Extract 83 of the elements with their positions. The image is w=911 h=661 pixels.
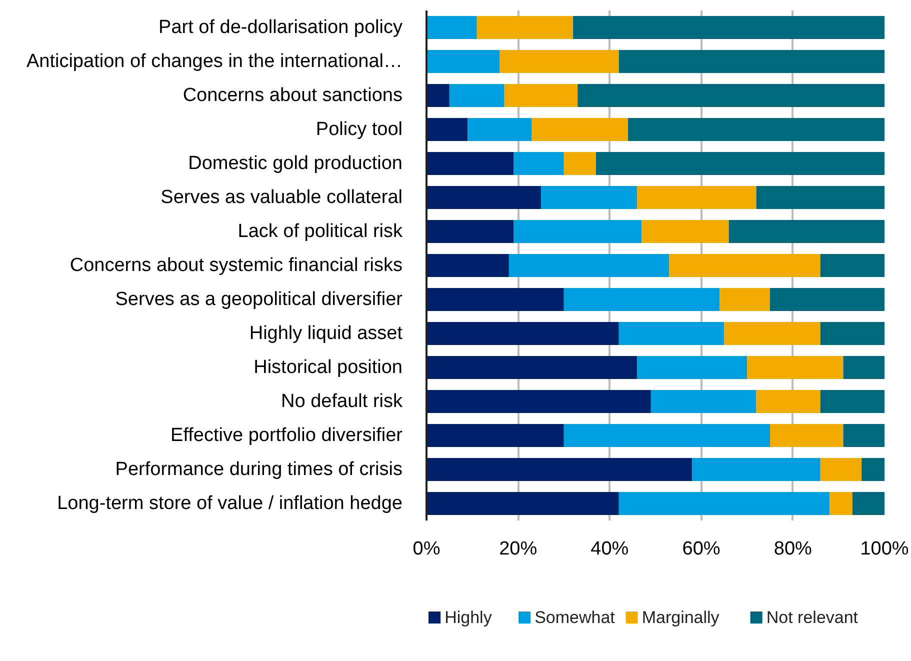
bar <box>426 16 477 40</box>
bar <box>618 492 830 516</box>
y-tick-label: Serves as a geopolitical diversifier <box>115 289 404 310</box>
bar <box>426 492 619 516</box>
y-tick-label: Concerns about sanctions <box>182 85 402 106</box>
x-tick-label: 80% <box>774 538 812 560</box>
bar <box>852 492 884 516</box>
bar <box>426 424 564 448</box>
bar <box>843 424 884 448</box>
x-tick-label: 100% <box>860 538 909 560</box>
y-tick-label: Effective portfolio diversifier <box>170 425 404 446</box>
bar <box>532 118 628 142</box>
bar <box>426 458 692 482</box>
y-tick-label: Lack of political risk <box>238 221 403 242</box>
bar <box>476 16 574 40</box>
bar <box>747 356 844 380</box>
bar <box>426 186 541 210</box>
bar <box>820 322 884 346</box>
bar <box>756 390 820 414</box>
bar <box>642 220 729 244</box>
bar <box>820 458 862 482</box>
y-tick-label: Highly liquid asset <box>249 323 404 344</box>
bar <box>426 322 619 346</box>
bar <box>541 186 638 210</box>
bar <box>426 50 500 74</box>
bar <box>650 390 756 414</box>
bar <box>618 322 724 346</box>
bar <box>756 186 884 210</box>
bar <box>426 152 514 176</box>
bar <box>830 492 852 516</box>
bar <box>770 424 844 448</box>
bar <box>724 322 820 346</box>
x-tick-label: 40% <box>590 538 629 560</box>
bar <box>514 220 642 244</box>
bar <box>692 458 820 482</box>
bar <box>449 84 504 108</box>
bar <box>426 84 450 108</box>
bar <box>564 152 596 176</box>
legend-label: Somewhat <box>534 608 616 627</box>
y-tick-label: Concerns about systemic financial risks <box>70 255 403 276</box>
y-tick-label: Performance during times of crisis <box>115 459 403 480</box>
bar <box>426 356 638 380</box>
bar <box>500 50 619 74</box>
bar <box>637 356 748 380</box>
bar <box>628 118 884 142</box>
bar <box>514 152 564 176</box>
bar <box>564 424 770 448</box>
bar <box>820 390 884 414</box>
y-tick-label: Part of de-dollarisation policy <box>158 17 403 38</box>
bar <box>820 254 884 278</box>
bar <box>508 254 670 278</box>
bar <box>573 16 884 40</box>
bar <box>843 356 884 380</box>
y-tick-label: Historical position <box>254 357 403 378</box>
x-tick-label: 0% <box>412 538 440 560</box>
bar <box>426 288 564 312</box>
bar <box>669 254 820 278</box>
bar <box>426 220 514 244</box>
y-tick-label: Domestic gold production <box>188 153 402 174</box>
bar <box>618 50 884 74</box>
legend-label: Not relevant <box>766 608 858 627</box>
bar <box>596 152 884 176</box>
y-tick-label: Anticipation of changes in the international… <box>26 51 403 72</box>
legend-label: Highly <box>444 608 492 627</box>
y-tick-label: Policy tool <box>316 119 403 140</box>
y-tick-label: No default risk <box>281 391 403 412</box>
y-tick-label: Serves as valuable collateral <box>160 187 403 208</box>
bar <box>564 288 720 312</box>
bar <box>637 186 756 210</box>
bar <box>426 118 468 142</box>
bar <box>720 288 770 312</box>
bar <box>578 84 884 108</box>
bar <box>728 220 884 244</box>
bar <box>504 84 578 108</box>
x-tick-label: 60% <box>682 538 720 560</box>
bar <box>770 288 884 312</box>
bar <box>468 118 532 142</box>
bar <box>426 390 651 414</box>
legend-label: Marginally <box>642 608 720 627</box>
bar <box>862 458 884 482</box>
bar <box>426 254 509 278</box>
x-tick-label: 20% <box>499 538 538 560</box>
y-tick-label: Long-term store of value / inflation hedge <box>57 493 403 514</box>
